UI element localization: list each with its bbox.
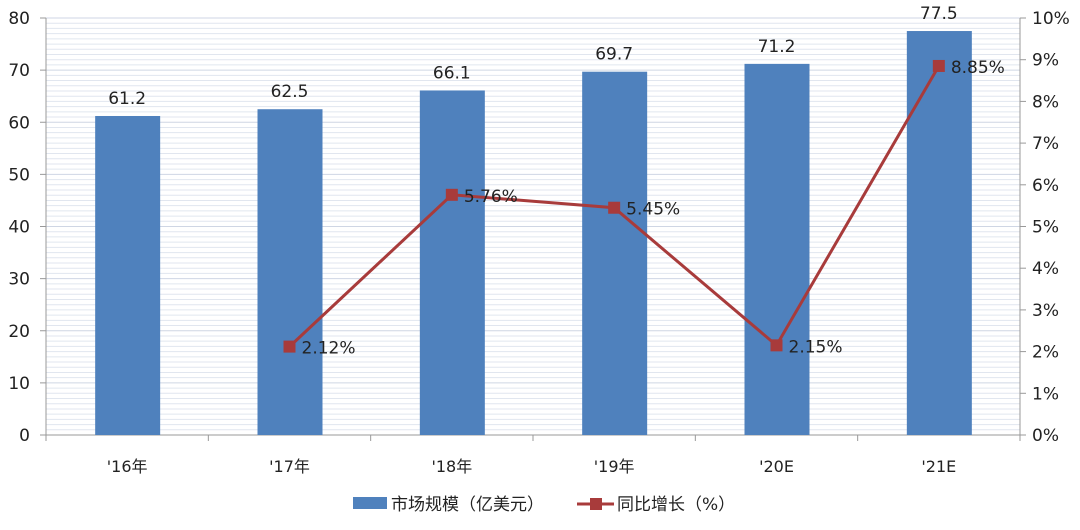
right-tick-label: 8% xyxy=(1032,92,1059,112)
line-data-label: 5.45% xyxy=(626,200,680,220)
right-tick-label: 2% xyxy=(1032,343,1059,363)
left-tick-label: 10 xyxy=(8,374,30,394)
legend-line-marker xyxy=(590,498,602,510)
legend-bar-label: 市场规模（亿美元） xyxy=(391,495,544,515)
right-tick-label: 10% xyxy=(1032,9,1070,29)
line-data-label: 2.15% xyxy=(789,337,843,357)
left-tick-label: 40 xyxy=(8,218,30,238)
left-tick-label: 30 xyxy=(8,270,30,290)
right-tick-label: 4% xyxy=(1032,259,1059,279)
legend-line-label: 同比增长（%） xyxy=(617,495,735,515)
bar xyxy=(257,109,323,435)
right-tick-label: 7% xyxy=(1032,134,1059,154)
left-tick-label: 20 xyxy=(8,322,30,342)
legend-bar-swatch xyxy=(353,497,387,509)
x-tick-label: '19年 xyxy=(594,457,635,476)
bar xyxy=(95,115,161,436)
bar xyxy=(906,31,972,435)
left-tick-label: 80 xyxy=(8,9,30,29)
x-tick-label: '16年 xyxy=(107,457,148,476)
left-tick-label: 0 xyxy=(19,426,30,446)
bar-data-label: 71.2 xyxy=(758,37,796,57)
right-tick-label: 9% xyxy=(1032,51,1059,71)
left-tick-label: 70 xyxy=(8,61,30,81)
bar-data-label: 69.7 xyxy=(595,45,633,65)
bar xyxy=(744,63,810,436)
line-marker xyxy=(608,201,621,214)
right-tick-label: 0% xyxy=(1032,426,1059,446)
right-tick-label: 3% xyxy=(1032,301,1059,321)
x-tick-label: '17年 xyxy=(269,457,310,476)
x-tick-label: '18年 xyxy=(431,457,472,476)
x-tick-label: '21E xyxy=(921,457,956,476)
line-data-label: 8.85% xyxy=(951,58,1005,78)
line-data-label: 2.12% xyxy=(302,339,356,359)
line-marker xyxy=(283,340,296,353)
x-tick-label: '20E xyxy=(759,457,794,476)
bar-data-label: 66.1 xyxy=(433,63,471,83)
left-tick-label: 60 xyxy=(8,113,30,133)
bar xyxy=(582,71,648,435)
right-tick-label: 6% xyxy=(1032,176,1059,196)
left-tick-label: 50 xyxy=(8,165,30,185)
bar-data-label: 77.5 xyxy=(920,4,958,24)
line-marker xyxy=(932,59,945,72)
line-marker xyxy=(445,188,458,201)
bar-data-label: 62.5 xyxy=(271,82,309,102)
bar-data-label: 61.2 xyxy=(108,89,146,109)
right-tick-label: 1% xyxy=(1032,384,1059,404)
line-marker xyxy=(770,339,783,352)
bar xyxy=(419,90,485,436)
line-data-label: 5.76% xyxy=(464,187,518,207)
right-tick-label: 5% xyxy=(1032,218,1059,238)
